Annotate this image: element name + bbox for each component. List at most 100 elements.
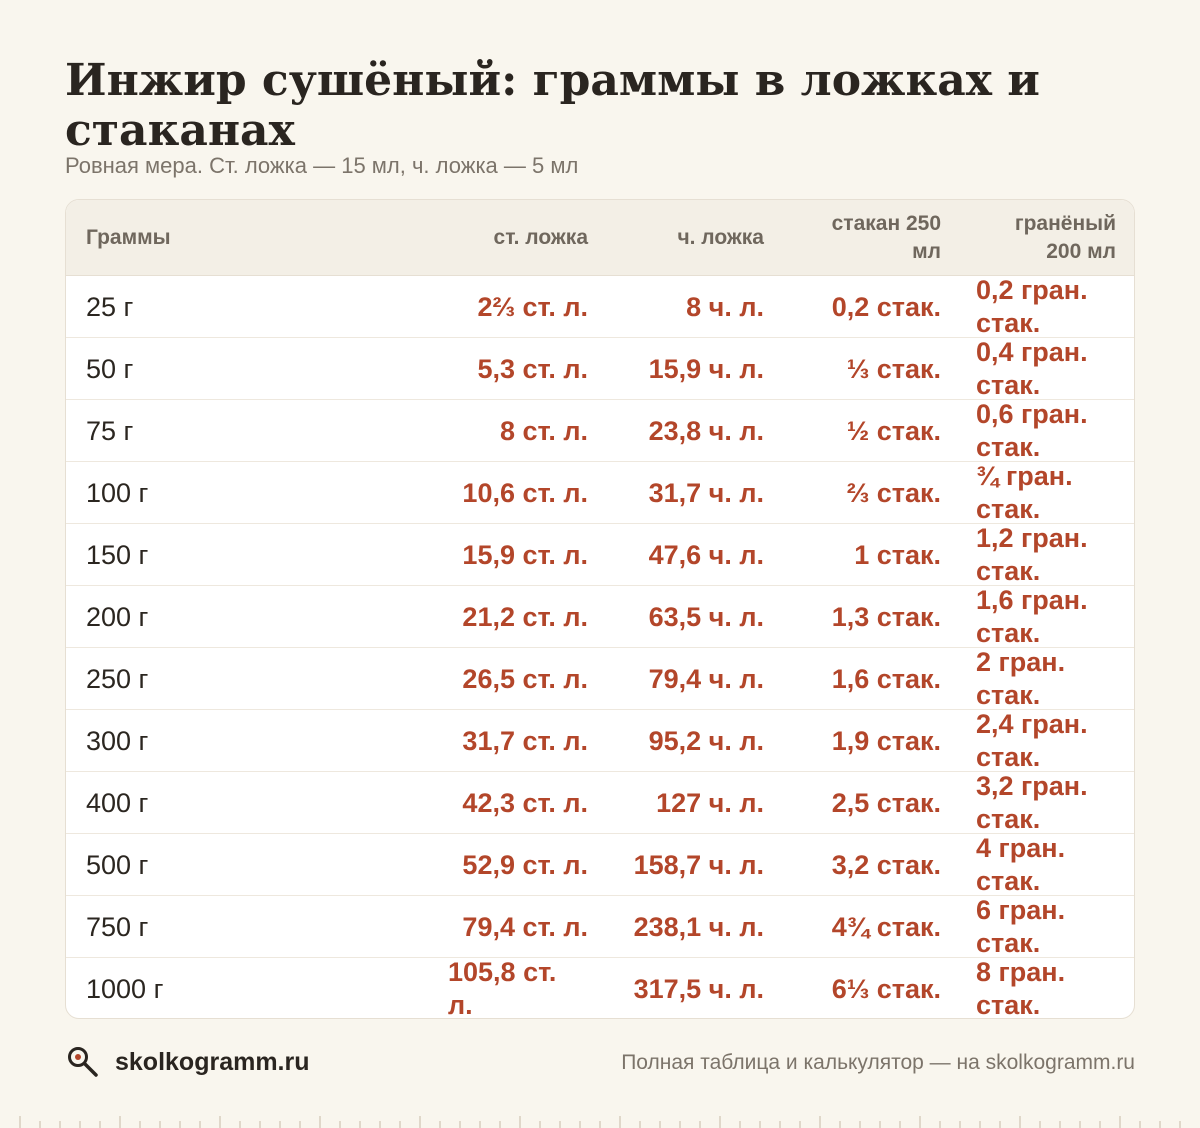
cell-faceted-200: 0,2 гран. стак. (976, 275, 1116, 338)
cell-grams: 75 г (86, 400, 386, 462)
cell-faceted-200: 4 гран. стак. (976, 833, 1116, 896)
cell-tablespoon: 42,3 ст. л. (448, 772, 588, 834)
cell-grams-text: 200 г (86, 601, 149, 632)
cell-grams: 750 г (86, 896, 386, 958)
table-row: 300 г 31,7 ст. л. 95,2 ч. л. 1,9 стак. 2,4 г… (66, 709, 1134, 772)
cell-tablespoon: 8 ст. л. (448, 400, 588, 462)
cell-glass-250-text: 6⅓ стак. (831, 973, 941, 1004)
cell-teaspoon-text: 158,7 ч. л. (633, 849, 764, 880)
cell-glass-250-text: 1,6 стак. (831, 663, 941, 694)
cell-teaspoon: 238,1 ч. л. (606, 896, 764, 958)
header-teaspoon-label: ч. ложка (677, 226, 764, 249)
ruler-decoration (19, 1116, 1181, 1128)
cell-glass-250: 1,6 стак. (781, 648, 941, 710)
cell-faceted-200: 2 гран. стак. (976, 647, 1116, 710)
footer-note[interactable]: Полная таблица и калькулятор — на skolko… (621, 1051, 1135, 1074)
cell-grams: 50 г (86, 338, 386, 400)
table-row: 200 г 21,2 ст. л. 63,5 ч. л. 1,3 стак. 1,6 г… (66, 585, 1134, 648)
cell-glass-250: 1,9 стак. (781, 710, 941, 772)
cell-tablespoon-text: 10,6 ст. л. (462, 477, 588, 508)
cell-grams: 300 г (86, 710, 386, 772)
cell-tablespoon-text: 31,7 ст. л. (462, 725, 588, 756)
cell-faceted-200-text: 3,2 гран. стак. (976, 771, 1088, 834)
cell-grams: 200 г (86, 586, 386, 648)
cell-grams: 150 г (86, 524, 386, 586)
cell-glass-250-text: ½ стак. (846, 415, 941, 446)
cell-grams: 25 г (86, 276, 386, 338)
cell-grams-text: 25 г (86, 291, 134, 322)
cell-faceted-200-text: 8 гран. стак. (976, 957, 1066, 1019)
cell-glass-250-text: 4¾ стак. (831, 911, 941, 942)
cell-teaspoon: 127 ч. л. (606, 772, 764, 834)
cell-grams-text: 1000 г (86, 973, 164, 1004)
cell-grams-text: 500 г (86, 849, 149, 880)
table-row: 500 г 52,9 ст. л. 158,7 ч. л. 3,2 стак. 4 гр… (66, 833, 1134, 896)
header-glass-250-label: стакан 250 мл (832, 210, 941, 266)
cell-faceted-200: 1,6 гран. стак. (976, 585, 1116, 648)
page-title: Инжир сушёный: граммы в ложках и стакана… (65, 55, 1040, 156)
cell-faceted-200: 1,2 гран. стак. (976, 523, 1116, 586)
table-row: 25 г 2⅔ ст. л. 8 ч. л. 0,2 стак. 0,2 гран. с… (66, 275, 1134, 338)
cell-glass-250-text: 1,9 стак. (831, 725, 941, 756)
cell-faceted-200: 6 гран. стак. (976, 895, 1116, 958)
cell-tablespoon: 2⅔ ст. л. (448, 276, 588, 338)
cell-teaspoon: 95,2 ч. л. (606, 710, 764, 772)
table-row: 250 г 26,5 ст. л. 79,4 ч. л. 1,6 стак. 2 гра… (66, 647, 1134, 710)
cell-tablespoon: 52,9 ст. л. (448, 834, 588, 896)
cell-teaspoon-text: 63,5 ч. л. (648, 601, 764, 632)
cell-tablespoon: 105,8 ст. л. (448, 957, 578, 1019)
cell-teaspoon-text: 317,5 ч. л. (633, 973, 764, 1004)
cell-tablespoon: 31,7 ст. л. (448, 710, 588, 772)
table-row: 150 г 15,9 ст. л. 47,6 ч. л. 1 стак. 1,2 гра… (66, 523, 1134, 586)
cell-glass-250: 0,2 стак. (781, 276, 941, 338)
header-glass-250: стакан 250 мл (781, 200, 941, 276)
cell-glass-250-text: 2,5 стак. (831, 787, 941, 818)
cell-grams-text: 75 г (86, 415, 134, 446)
cell-grams-text: 100 г (86, 477, 149, 508)
cell-faceted-200-text: 1,6 гран. стак. (976, 585, 1088, 648)
cell-teaspoon: 23,8 ч. л. (606, 400, 764, 462)
cell-grams: 400 г (86, 772, 386, 834)
cell-glass-250: ⅓ стак. (781, 338, 941, 400)
cell-grams-text: 750 г (86, 911, 149, 942)
cell-faceted-200-text: 0,4 гран. стак. (976, 337, 1088, 400)
header-faceted-200-label: гранёный 200 мл (1015, 210, 1116, 266)
cell-faceted-200-text: 6 гран. стак. (976, 895, 1066, 958)
cell-faceted-200-text: 0,6 гран. стак. (976, 399, 1088, 462)
cell-teaspoon-text: 79,4 ч. л. (648, 663, 764, 694)
brand-name: skolkogramm.ru (115, 1047, 310, 1076)
cell-grams: 500 г (86, 834, 386, 896)
cell-glass-250: ⅔ стак. (781, 462, 941, 524)
cell-faceted-200-text: 2,4 гран. стак. (976, 709, 1088, 772)
cell-tablespoon: 21,2 ст. л. (448, 586, 588, 648)
table-row: 1000 г 105,8 ст. л. 317,5 ч. л. 6⅓ стак. 8 г… (66, 957, 1134, 1019)
cell-tablespoon-text: 26,5 ст. л. (462, 663, 588, 694)
cell-tablespoon-text: 105,8 ст. л. (448, 957, 557, 1019)
header-teaspoon: ч. ложка (606, 200, 764, 276)
cell-teaspoon-text: 8 ч. л. (686, 291, 764, 322)
cell-glass-250-text: 1 стак. (854, 539, 941, 570)
cell-tablespoon-text: 42,3 ст. л. (462, 787, 588, 818)
cell-teaspoon: 63,5 ч. л. (606, 586, 764, 648)
cell-tablespoon-text: 8 ст. л. (499, 415, 588, 446)
cell-grams-text: 400 г (86, 787, 149, 818)
cell-faceted-200-text: 4 гран. стак. (976, 833, 1066, 896)
table-row: 50 г 5,3 ст. л. 15,9 ч. л. ⅓ стак. 0,4 гран.… (66, 337, 1134, 400)
cell-grams: 100 г (86, 462, 386, 524)
cell-tablespoon: 79,4 ст. л. (448, 896, 588, 958)
header-faceted-200: гранёный 200 мл (966, 200, 1116, 276)
footer-brand[interactable]: skolkogramm.ru (65, 1044, 310, 1080)
cell-faceted-200: 0,6 гран. стак. (976, 399, 1116, 462)
page-subtitle: Ровная мера. Ст. ложка — 15 мл, ч. ложка… (65, 153, 579, 178)
header-tablespoon-label: ст. ложка (493, 226, 588, 249)
cell-glass-250-text: ⅓ стак. (846, 353, 941, 384)
cell-glass-250: 2,5 стак. (781, 772, 941, 834)
cell-glass-250: 1 стак. (781, 524, 941, 586)
cell-teaspoon: 8 ч. л. (606, 276, 764, 338)
table-row: 75 г 8 ст. л. 23,8 ч. л. ½ стак. 0,6 гран. с… (66, 399, 1134, 462)
cell-tablespoon: 5,3 ст. л. (448, 338, 588, 400)
cell-tablespoon-text: 15,9 ст. л. (462, 539, 588, 570)
cell-glass-250: 3,2 стак. (781, 834, 941, 896)
header-glass-250-line1: стакан 250 (831, 212, 941, 235)
cell-teaspoon: 47,6 ч. л. (606, 524, 764, 586)
